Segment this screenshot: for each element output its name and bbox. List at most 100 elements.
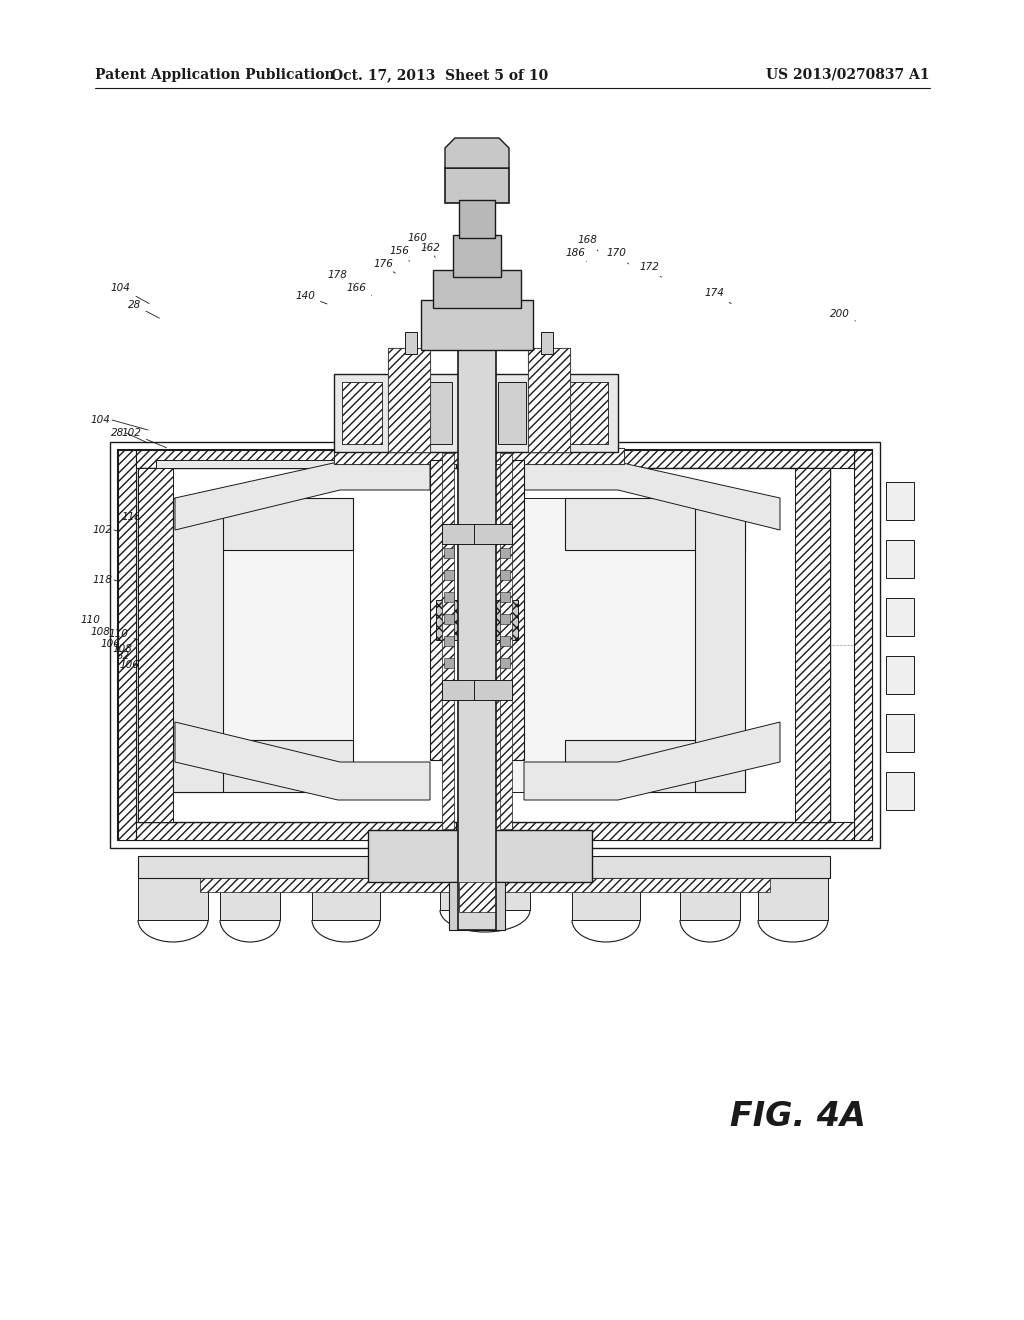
Text: 28: 28 xyxy=(128,300,160,318)
Text: 144b: 144b xyxy=(509,396,541,409)
Bar xyxy=(118,450,476,840)
Bar xyxy=(886,772,914,810)
Text: 136: 136 xyxy=(406,700,431,710)
Polygon shape xyxy=(524,722,780,800)
Bar xyxy=(342,381,382,444)
Text: 200: 200 xyxy=(829,309,856,321)
Text: 164: 164 xyxy=(428,309,457,322)
Bar xyxy=(565,498,745,550)
Text: 154: 154 xyxy=(264,587,302,602)
Text: 168: 168 xyxy=(578,235,598,251)
Bar xyxy=(496,601,518,640)
Bar xyxy=(421,300,534,350)
Bar xyxy=(440,840,530,909)
Bar xyxy=(528,348,570,451)
Bar xyxy=(453,235,501,277)
Bar xyxy=(110,442,498,847)
Bar xyxy=(500,636,510,645)
Text: 104: 104 xyxy=(111,282,150,304)
Bar xyxy=(500,591,510,602)
Bar xyxy=(456,450,476,840)
Bar xyxy=(459,201,495,238)
Bar xyxy=(458,310,496,931)
Bar xyxy=(173,498,223,792)
Bar xyxy=(492,450,872,840)
Text: 178: 178 xyxy=(328,269,353,284)
Text: Patent Application Publication: Patent Application Publication xyxy=(95,69,335,82)
Bar xyxy=(136,450,456,469)
Bar xyxy=(444,591,454,602)
Text: 116: 116 xyxy=(268,491,309,506)
Bar xyxy=(500,570,510,579)
Bar xyxy=(528,348,570,451)
Text: 80: 80 xyxy=(352,705,380,715)
Polygon shape xyxy=(445,139,509,168)
Bar xyxy=(500,614,510,624)
Bar xyxy=(136,822,456,840)
Text: 142: 142 xyxy=(596,483,623,498)
Text: 106: 106 xyxy=(100,639,120,649)
Text: 118: 118 xyxy=(121,512,163,529)
Bar xyxy=(886,714,914,752)
Bar xyxy=(138,855,830,878)
Text: 108: 108 xyxy=(90,627,110,638)
Text: 102: 102 xyxy=(92,525,112,535)
Bar xyxy=(478,442,880,847)
Text: 106: 106 xyxy=(119,660,156,672)
Text: 176: 176 xyxy=(373,259,395,273)
Text: 100: 100 xyxy=(190,700,232,710)
Text: 160: 160 xyxy=(408,232,428,248)
Bar xyxy=(474,680,512,700)
Bar xyxy=(572,861,640,920)
Bar xyxy=(445,168,509,203)
Text: 108: 108 xyxy=(113,644,151,657)
Polygon shape xyxy=(175,722,430,800)
Bar xyxy=(138,469,173,822)
Text: 170: 170 xyxy=(606,248,629,264)
Bar xyxy=(136,469,456,822)
Bar xyxy=(500,548,510,558)
Text: 118: 118 xyxy=(92,576,112,585)
Text: 110: 110 xyxy=(80,615,100,624)
Text: FIG. 4A: FIG. 4A xyxy=(730,1100,866,1133)
Text: 130: 130 xyxy=(338,705,368,715)
Bar xyxy=(512,450,854,469)
Bar xyxy=(442,453,454,829)
Text: 28: 28 xyxy=(111,428,124,438)
Bar xyxy=(444,570,454,579)
Text: 152: 152 xyxy=(526,433,549,447)
Bar xyxy=(680,870,740,920)
Bar xyxy=(512,469,854,822)
Text: Oct. 17, 2013  Sheet 5 of 10: Oct. 17, 2013 Sheet 5 of 10 xyxy=(332,69,549,82)
Bar xyxy=(312,861,380,920)
Bar xyxy=(512,822,854,840)
Bar xyxy=(430,459,452,760)
Text: 134: 134 xyxy=(381,710,407,721)
Bar xyxy=(444,548,454,558)
Bar xyxy=(444,614,454,624)
Bar xyxy=(498,381,526,444)
Bar xyxy=(795,469,830,822)
Bar xyxy=(389,381,419,444)
Text: 148: 148 xyxy=(527,414,551,428)
Bar xyxy=(459,882,495,912)
Bar xyxy=(886,540,914,578)
Text: 144a: 144a xyxy=(427,507,457,521)
Bar xyxy=(444,636,454,645)
Bar xyxy=(500,453,512,829)
Bar xyxy=(342,381,382,444)
Polygon shape xyxy=(524,462,780,531)
Bar xyxy=(886,598,914,636)
Bar xyxy=(200,878,770,892)
Bar xyxy=(510,469,830,822)
Bar xyxy=(220,870,280,920)
Bar xyxy=(886,656,914,694)
Bar xyxy=(406,333,417,354)
Text: 32: 32 xyxy=(117,651,130,661)
Bar xyxy=(568,381,608,444)
Bar xyxy=(436,601,458,640)
Text: 120: 120 xyxy=(438,422,466,438)
Text: 186: 186 xyxy=(565,248,587,261)
Text: 174: 174 xyxy=(705,288,731,304)
Bar xyxy=(173,741,353,792)
